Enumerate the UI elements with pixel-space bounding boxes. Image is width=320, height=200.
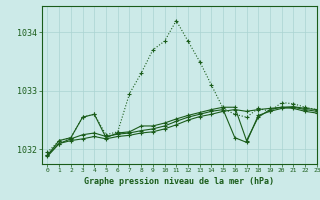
X-axis label: Graphe pression niveau de la mer (hPa): Graphe pression niveau de la mer (hPa)	[84, 177, 274, 186]
